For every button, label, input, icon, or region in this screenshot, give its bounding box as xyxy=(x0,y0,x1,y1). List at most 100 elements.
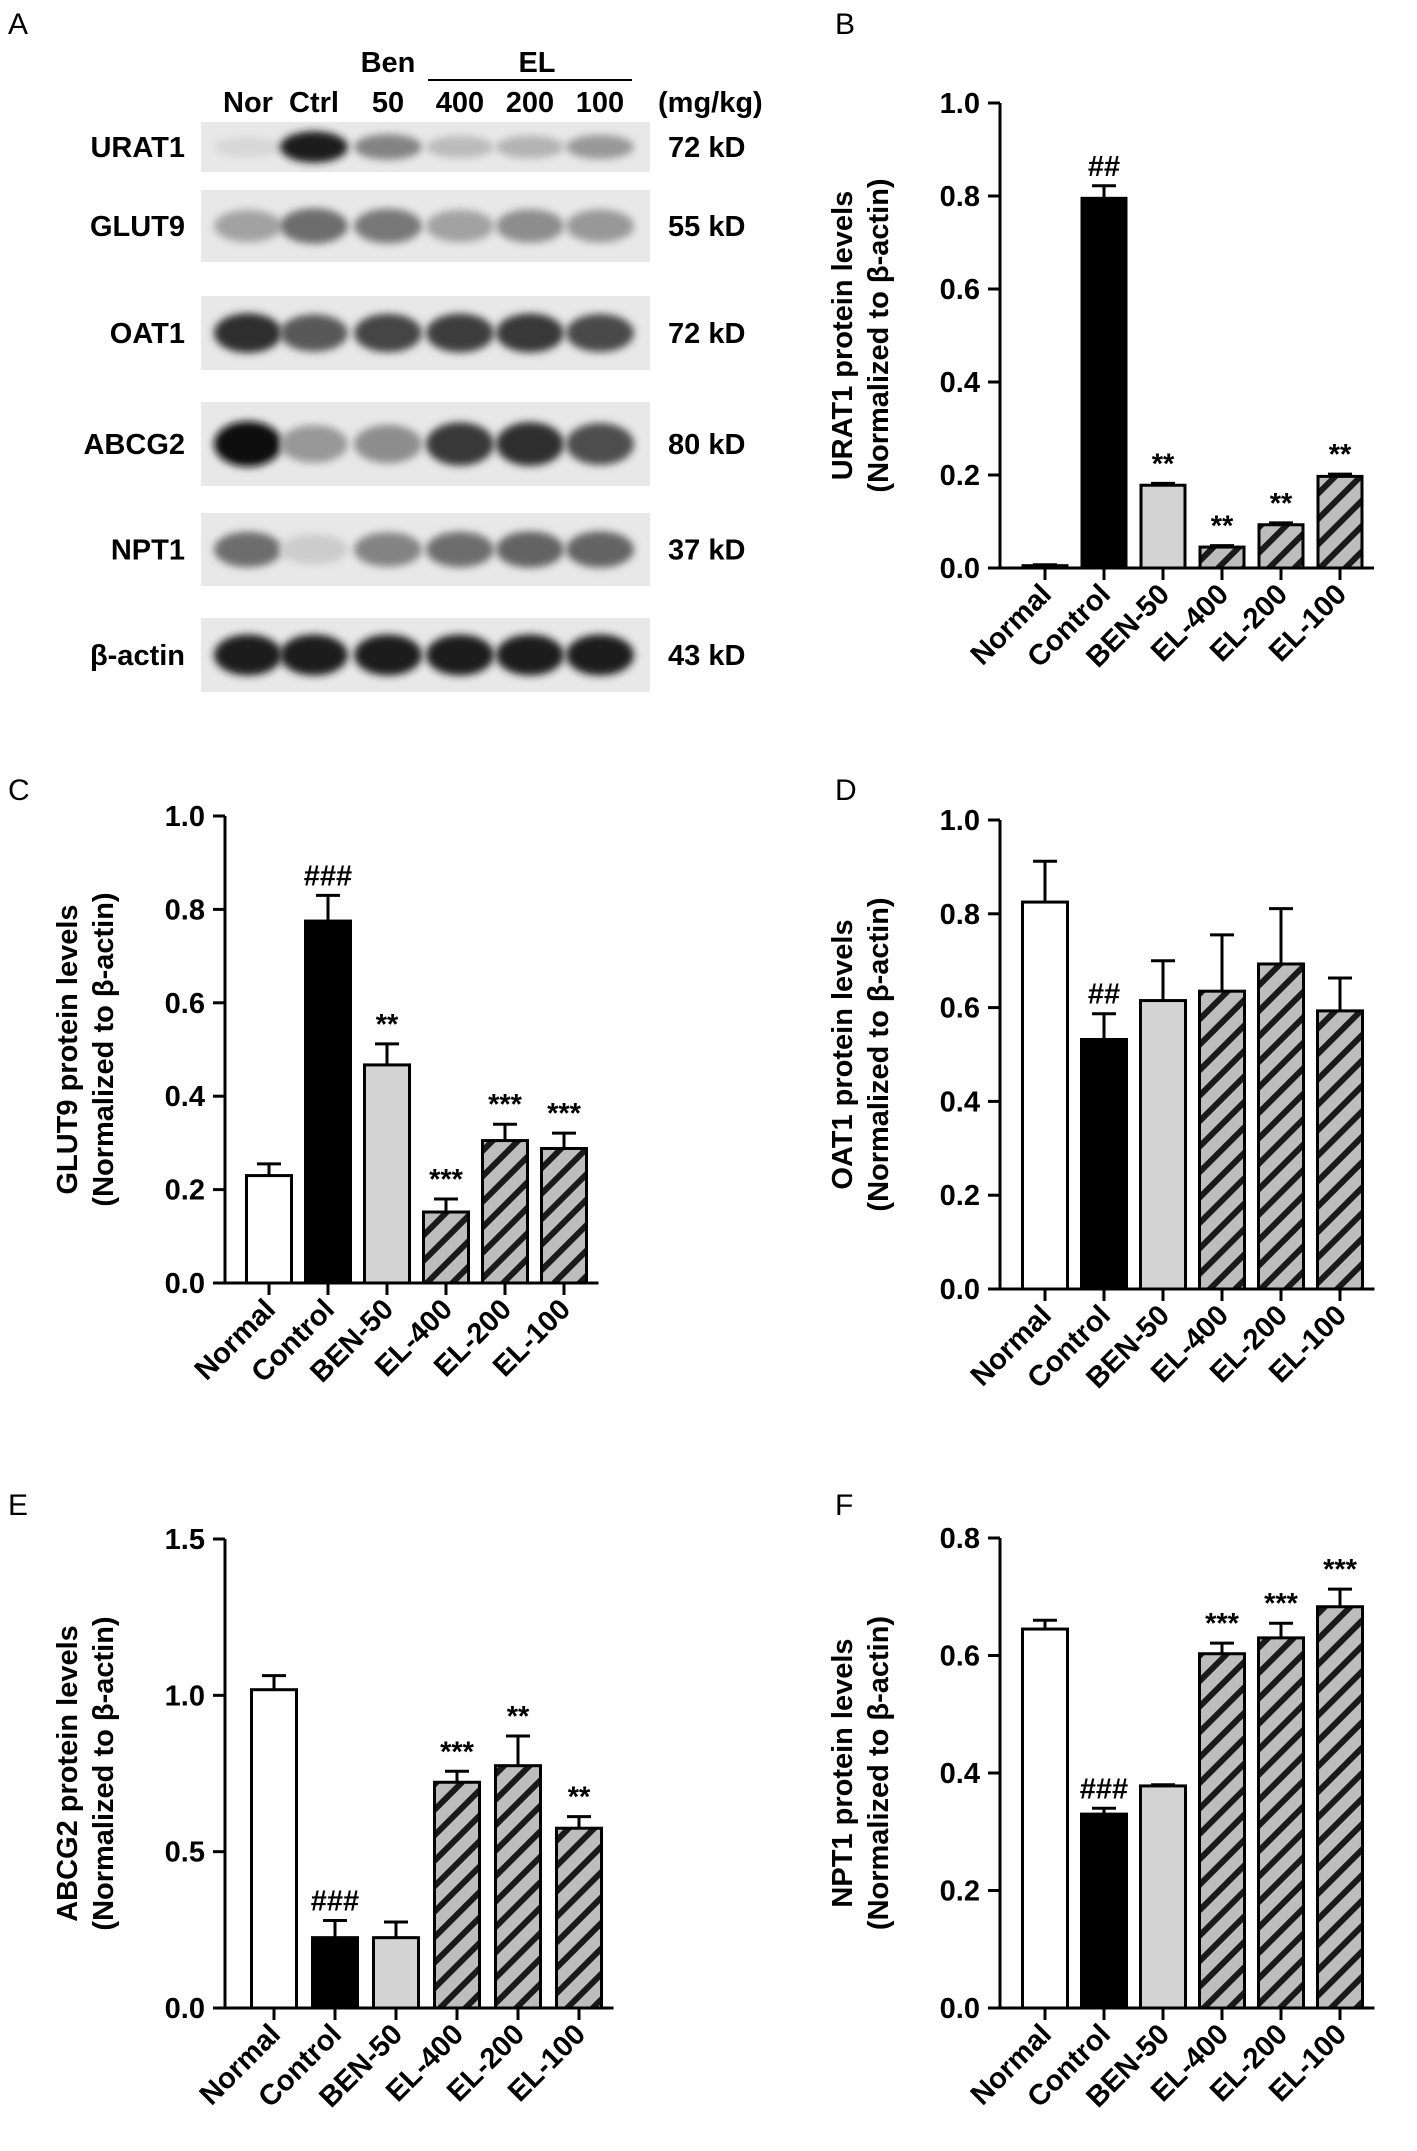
significance-label: *** xyxy=(1205,1608,1240,1640)
blot-band xyxy=(566,634,634,676)
y-tick-label: 0.8 xyxy=(940,181,980,213)
y-tick-label: 0.8 xyxy=(940,899,980,931)
blot-size-label: 55 kD xyxy=(668,211,745,243)
y-tick-label: 0.4 xyxy=(165,1081,205,1113)
bar-ben-50 xyxy=(372,1936,420,2010)
blot-group-ben: Ben xyxy=(361,47,416,79)
y-tick-label: 0.2 xyxy=(165,1175,205,1207)
blot-band xyxy=(214,136,282,158)
y-tick-label: 0.0 xyxy=(165,1993,205,2025)
bar-ben-50 xyxy=(363,1063,411,1285)
y-tick-label: 0.2 xyxy=(940,1876,980,1908)
blot-size-label: 80 kD xyxy=(668,429,745,461)
blot-band xyxy=(280,314,348,352)
blot-protein-label: URAT1 xyxy=(90,132,185,164)
blot-band xyxy=(496,634,564,676)
blot-band xyxy=(214,531,282,568)
significance-label: ** xyxy=(1211,511,1234,543)
blot-row-abcg2: ABCG2 80 kD xyxy=(83,402,745,486)
blot-band xyxy=(354,634,422,676)
blot-band xyxy=(280,534,348,565)
y-tick-label: 0.2 xyxy=(940,1180,980,1212)
y-tick-label: 0.8 xyxy=(165,894,205,926)
significance-label: *** xyxy=(440,1736,475,1768)
chart-panel-b: 0.0 0.2 0.4 0.6 0.8 1.0 URAT1 protein levels (N… xyxy=(827,88,1374,674)
blot-band xyxy=(280,425,348,463)
bar-el-200 xyxy=(1257,523,1305,570)
blot-row-npt1: NPT1 37 kD xyxy=(111,513,745,586)
bar-control xyxy=(304,919,352,1285)
significance-label: ** xyxy=(1152,448,1175,480)
significance-label: ## xyxy=(1088,151,1120,183)
bar-el-400 xyxy=(422,1210,470,1285)
bar-group-normal: Normal xyxy=(965,859,1069,1393)
chart-panel-e: 0.0 0.5 1.0 1.5 ABCG2 protein levels (Normali… xyxy=(52,1524,614,2114)
blot-band xyxy=(426,135,494,159)
blot-band xyxy=(426,531,494,568)
y-tick-label: 1.0 xyxy=(940,805,980,837)
y-tick-label: 0.0 xyxy=(165,1268,205,1300)
significance-label: ** xyxy=(568,1782,591,1814)
significance-label: ### xyxy=(1080,1773,1128,1805)
bar-el-400 xyxy=(1198,545,1246,570)
blot-row-oat1: OAT1 72 kD xyxy=(110,296,745,370)
significance-label: *** xyxy=(1264,1588,1299,1620)
blot-row-urat1: URAT1 72 kD xyxy=(90,122,745,172)
blot-band xyxy=(566,423,634,465)
significance-label: ### xyxy=(311,1885,359,1917)
bar-el-200 xyxy=(494,1764,542,2010)
blot-band xyxy=(426,313,494,353)
bar-group-normal: Normal xyxy=(194,1674,298,2112)
blot-lane-label-100: 100 xyxy=(576,87,624,119)
bar-ben-50 xyxy=(1139,999,1187,1291)
chart-panel-c: 0.0 0.2 0.4 0.6 0.8 1.0 GLUT9 protein levels (N… xyxy=(52,801,599,1389)
blot-band xyxy=(426,209,494,243)
blot-lane-label-200: 200 xyxy=(506,87,554,119)
y-axis-label: NPT1 protein levels xyxy=(827,1638,859,1907)
y-axis-label-normalization: (Normalized to β-actin) xyxy=(88,892,120,1206)
y-tick-label: 1.0 xyxy=(165,801,205,833)
significance-label: *** xyxy=(429,1164,464,1196)
bar-el-100 xyxy=(540,1147,588,1285)
bar-normal xyxy=(1021,900,1069,1291)
blot-protein-label: GLUT9 xyxy=(90,211,185,243)
blot-band xyxy=(354,424,422,464)
y-tick-label: 0.4 xyxy=(940,1086,980,1118)
y-tick-label: 0.0 xyxy=(940,1993,980,2025)
bar-ben-50 xyxy=(1139,1784,1187,2010)
blot-band xyxy=(566,209,634,243)
bar-normal xyxy=(1021,1627,1069,2010)
bar-el-400 xyxy=(433,1780,481,2010)
panel-letter-f: F xyxy=(835,1489,853,1522)
blot-protein-label: NPT1 xyxy=(111,535,185,567)
blot-band xyxy=(496,531,564,568)
significance-label: *** xyxy=(1323,1554,1358,1586)
y-axis-label: OAT1 protein levels xyxy=(827,919,859,1189)
bar-el-100 xyxy=(1316,1009,1364,1291)
y-tick-label: 0.6 xyxy=(165,988,205,1020)
y-axis-label: GLUT9 protein levels xyxy=(52,904,84,1194)
y-axis-label: ABCG2 protein levels xyxy=(52,1625,84,1922)
blot-band xyxy=(354,208,422,244)
bar-el-200 xyxy=(1257,1636,1305,2010)
significance-label: ### xyxy=(304,860,352,892)
blot-lane-label-400: 400 xyxy=(436,87,484,119)
blot-band xyxy=(214,209,282,243)
significance-label: ## xyxy=(1088,979,1120,1011)
panel-letter-c: C xyxy=(8,774,30,807)
chart-panel-f: 0.0 0.2 0.4 0.6 0.8 NPT1 protein levels (Norma… xyxy=(827,1523,1375,2114)
bar-control xyxy=(311,1936,359,2010)
blot-size-label: 43 kD xyxy=(668,640,745,672)
y-tick-label: 0.5 xyxy=(165,1837,205,1869)
bar-el-400 xyxy=(1198,989,1246,1291)
bar-el-100 xyxy=(555,1826,603,2010)
y-axis-label-normalization: (Normalized to β-actin) xyxy=(863,897,895,1211)
bar-normal xyxy=(250,1688,298,2010)
blot-protein-label: β-actin xyxy=(90,640,185,672)
blot-row-actin: β-actin 43 kD xyxy=(90,618,745,692)
significance-label: ** xyxy=(1329,439,1352,471)
blot-band xyxy=(566,313,634,353)
bar-normal xyxy=(245,1174,293,1285)
y-tick-label: 1.0 xyxy=(940,88,980,120)
